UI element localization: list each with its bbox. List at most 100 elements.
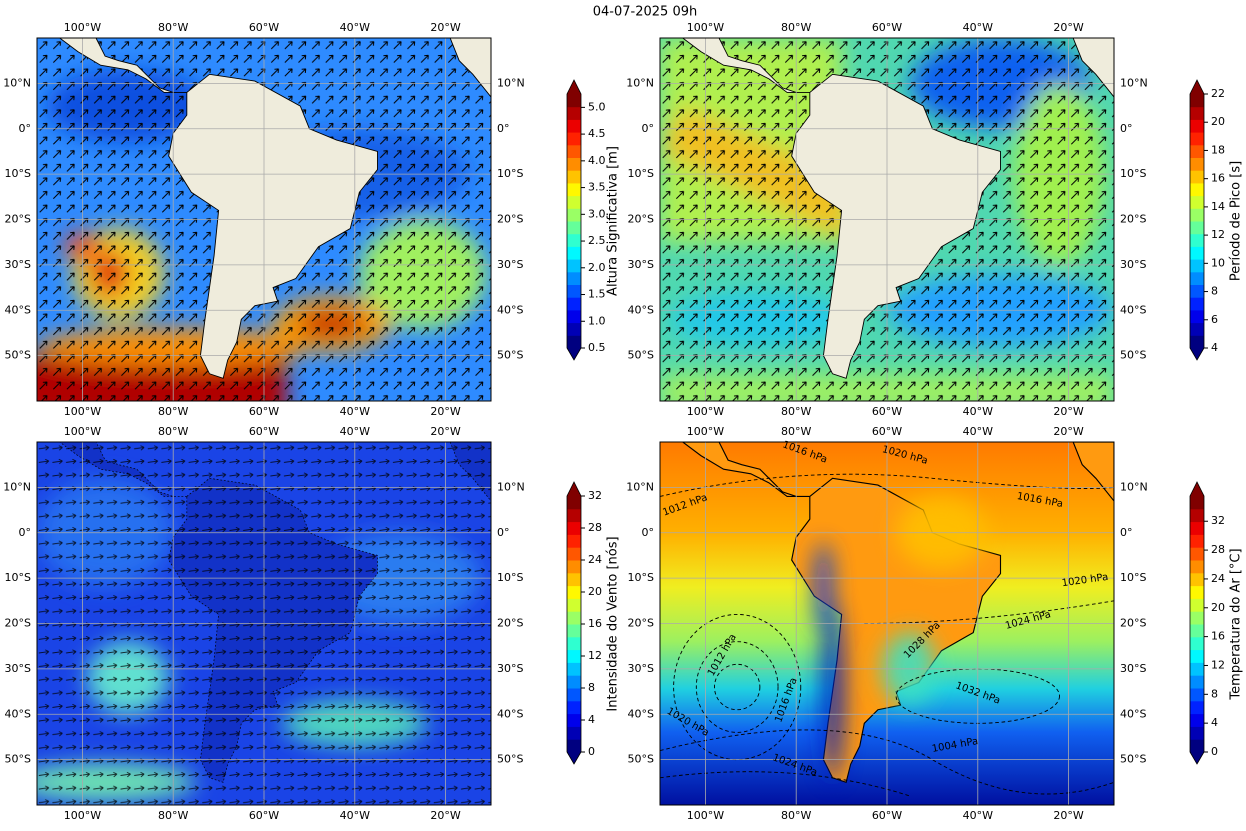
colorbar-tick-label: 12	[588, 649, 602, 662]
lat-tick-label: 40°S	[1120, 303, 1146, 316]
colorbar-extend	[567, 348, 581, 360]
lat-tick-label: 10°N	[1120, 76, 1148, 89]
lat-tick-label: 50°S	[5, 349, 31, 362]
lat-tick-label: 10°S	[497, 167, 523, 180]
colorbar-band	[567, 297, 581, 311]
colorbar-tick-label: 24	[588, 553, 602, 566]
colorbar-tick-label: 18	[1211, 143, 1225, 156]
colorbar-band	[1190, 309, 1204, 324]
colorbar-band	[567, 309, 581, 324]
colorbar-band	[1190, 322, 1204, 336]
colorbar-band	[1190, 572, 1204, 587]
colorbar-band	[567, 636, 581, 651]
lat-tick-label: 50°S	[497, 753, 523, 766]
lon-tick-label: 100°W	[64, 809, 101, 822]
map-frame	[659, 441, 1115, 806]
colorbar-band	[1190, 662, 1204, 676]
lat-tick-label: 10°S	[497, 571, 523, 584]
lat-tick-label: 30°S	[497, 662, 523, 675]
lon-tick-label: 60°W	[872, 21, 902, 34]
colorbar-tick-label: 2.0	[588, 261, 606, 274]
map-frame	[659, 37, 1115, 402]
colorbar-band	[567, 598, 581, 612]
lat-tick-label: 20°S	[1120, 213, 1146, 226]
lat-tick-label: 10°N	[626, 76, 654, 89]
lon-tick-label: 100°W	[64, 425, 101, 438]
colorbar-tick-label: 20	[1211, 115, 1225, 128]
lat-tick-label: 50°S	[1120, 349, 1146, 362]
lat-tick-label: 10°S	[628, 167, 654, 180]
lat-tick-label: 0°	[497, 526, 510, 539]
colorbar-band	[1190, 713, 1204, 727]
lat-tick-label: 10°S	[628, 571, 654, 584]
colorbar-extend	[567, 80, 581, 94]
colorbar-band	[567, 713, 581, 727]
lon-tick-label: 60°W	[249, 809, 279, 822]
colorbar-tick-label: 8	[1211, 687, 1218, 700]
colorbar-band	[567, 508, 581, 523]
colorbar-band	[567, 624, 581, 638]
lon-tick-label: 100°W	[687, 21, 724, 34]
colorbar-band	[1190, 259, 1204, 273]
lat-tick-label: 30°S	[5, 662, 31, 675]
lon-tick-label: 40°W	[340, 809, 370, 822]
lon-tick-label: 100°W	[687, 425, 724, 438]
colorbar-band	[1190, 611, 1204, 625]
lat-tick-label: 20°S	[497, 617, 523, 630]
colorbar-band	[567, 106, 581, 120]
lat-tick-label: 0°	[642, 122, 655, 135]
lat-tick-label: 30°S	[1120, 662, 1146, 675]
lat-tick-label: 40°S	[628, 303, 654, 316]
lat-tick-label: 10°S	[5, 167, 31, 180]
colorbar-extend	[1190, 482, 1204, 496]
lon-tick-label: 20°W	[1053, 405, 1083, 418]
colorbar-tick-label: 16	[1211, 630, 1225, 643]
colorbar-band	[567, 322, 581, 336]
lat-tick-label: 0°	[19, 526, 32, 539]
lat-tick-label: 40°S	[497, 707, 523, 720]
colorbar-tick-label: 32	[588, 489, 602, 502]
lat-tick-label: 30°S	[628, 662, 654, 675]
colorbar-band	[567, 675, 581, 689]
colorbar-band	[567, 195, 581, 209]
colorbar-band	[567, 572, 581, 587]
colorbar-tick-label: 28	[1211, 543, 1225, 556]
colorbar-band	[1190, 221, 1204, 235]
lon-tick-label: 60°W	[872, 405, 902, 418]
colorbar-tick-label: 0	[588, 745, 595, 758]
colorbar-band	[1190, 598, 1204, 612]
colorbar-band	[567, 144, 581, 158]
colorbar-tick-label: 12	[1211, 658, 1225, 671]
map-frame	[36, 37, 492, 402]
colorbar-tick-label: 20	[588, 585, 602, 598]
colorbar-band	[1190, 170, 1204, 184]
colorbar-extend	[567, 482, 581, 496]
figure-title: 04-07-2025 09h	[593, 5, 697, 20]
colorbar-label: Intensidade do Vento [nós]	[606, 536, 621, 711]
lon-tick-label: 20°W	[430, 405, 460, 418]
lon-tick-label: 20°W	[1053, 809, 1083, 822]
lon-tick-label: 60°W	[249, 21, 279, 34]
colorbar-tick-label: 32	[1211, 514, 1225, 527]
colorbar-band	[1190, 547, 1204, 561]
lat-tick-label: 20°S	[628, 617, 654, 630]
lat-tick-label: 0°	[1120, 526, 1133, 539]
colorbar-band	[567, 335, 581, 349]
colorbar-tick-label: 22	[1211, 87, 1225, 100]
colorbar-tick-label: 2.5	[588, 234, 606, 247]
lat-tick-label: 40°S	[1120, 707, 1146, 720]
colorbar-band	[1190, 624, 1204, 638]
lon-tick-label: 40°W	[340, 21, 370, 34]
lon-tick-label: 60°W	[249, 425, 279, 438]
colorbar-label: Período de Pico [s]	[1229, 161, 1244, 281]
lat-tick-label: 10°N	[3, 76, 31, 89]
lon-tick-label: 60°W	[872, 425, 902, 438]
colorbar-tick-label: 4	[588, 713, 595, 726]
colorbar-tick-label: 3.5	[588, 181, 606, 194]
colorbar-tick-label: 20	[1211, 601, 1225, 614]
colorbar-tick-label: 16	[1211, 172, 1225, 185]
lon-tick-label: 80°W	[781, 425, 811, 438]
colorbar-band	[567, 611, 581, 625]
lat-tick-label: 40°S	[497, 303, 523, 316]
colorbar-band	[1190, 636, 1204, 651]
